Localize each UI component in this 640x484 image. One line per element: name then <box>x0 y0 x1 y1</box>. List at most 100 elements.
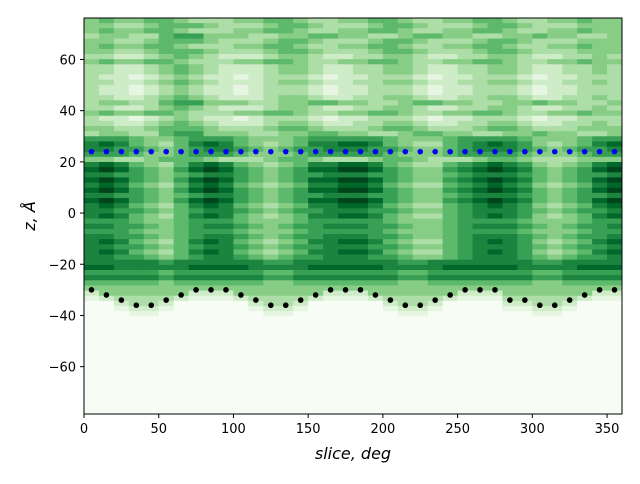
heatmap-cell <box>592 398 608 405</box>
heatmap-cell <box>278 326 294 333</box>
heatmap-cell <box>308 105 324 111</box>
heatmap-cell <box>323 362 339 369</box>
heatmap-cell <box>218 100 234 106</box>
heatmap-cell <box>487 331 503 338</box>
heatmap-cell <box>263 213 279 219</box>
heatmap-cell <box>353 234 369 240</box>
heatmap-cell <box>517 213 533 219</box>
heatmap-cell <box>308 141 324 147</box>
heatmap-cell <box>323 126 339 132</box>
heatmap-cell <box>158 259 175 266</box>
heatmap-cell <box>353 342 369 348</box>
heatmap-cell <box>442 115 459 122</box>
heatmap-cell <box>113 213 130 219</box>
heatmap-cell <box>472 172 488 178</box>
heatmap-cell <box>547 120 563 127</box>
heatmap-cell <box>188 105 204 111</box>
heatmap-cell <box>188 182 204 189</box>
heatmap-cell <box>577 264 593 271</box>
black-point <box>462 287 468 293</box>
heatmap-cell <box>248 249 264 255</box>
heatmap-cell <box>143 177 160 183</box>
heatmap-cell <box>173 357 190 363</box>
heatmap-cell <box>158 198 175 204</box>
heatmap-cell <box>248 126 264 132</box>
heatmap-cell <box>562 208 578 214</box>
heatmap-cell <box>158 213 175 219</box>
heatmap-cell <box>188 95 204 101</box>
heatmap-cell <box>547 64 563 70</box>
heatmap-cell <box>442 264 459 271</box>
heatmap-cell <box>517 347 533 353</box>
heatmap-cell <box>397 285 414 291</box>
heatmap-cell <box>84 74 100 81</box>
heatmap-cell <box>562 362 578 369</box>
heatmap-cell <box>367 48 384 55</box>
heatmap-cell <box>203 306 219 312</box>
heatmap-cell <box>427 306 444 312</box>
heatmap-cell <box>218 300 234 307</box>
heatmap-cell <box>397 326 414 333</box>
heatmap-cell <box>173 408 190 415</box>
heatmap-cell <box>323 33 339 39</box>
heatmap-cell <box>562 249 578 255</box>
heatmap-cell <box>128 84 145 91</box>
y-tick-label: −60 <box>49 361 76 376</box>
heatmap-cell <box>607 59 623 65</box>
heatmap-cell <box>532 64 548 70</box>
heatmap-cell <box>173 295 190 302</box>
heatmap-cell <box>547 59 563 65</box>
heatmap-cell <box>218 187 234 194</box>
heatmap-cell <box>517 249 533 255</box>
heatmap-cell <box>143 316 160 322</box>
heatmap-cell <box>412 136 429 142</box>
heatmap-cell <box>203 172 219 178</box>
heatmap-cell <box>607 223 623 230</box>
heatmap-cell <box>502 393 518 399</box>
scatter-points <box>88 148 618 309</box>
heatmap-cell <box>532 90 548 96</box>
heatmap-cell <box>173 383 190 389</box>
heatmap-cell <box>427 259 444 266</box>
heatmap-cell <box>98 393 115 399</box>
heatmap-cell <box>113 234 130 240</box>
heatmap-cell <box>113 64 130 70</box>
heatmap-cell <box>412 249 429 255</box>
heatmap-cell <box>442 254 459 261</box>
heatmap-cell <box>248 367 264 374</box>
heatmap-cell <box>547 151 563 158</box>
heatmap-cell <box>577 115 593 122</box>
heatmap-cell <box>487 280 503 286</box>
heatmap-cell <box>592 64 608 70</box>
heatmap-cell <box>173 218 190 225</box>
heatmap-cell <box>323 192 339 199</box>
black-point <box>133 302 140 309</box>
heatmap-cell <box>382 285 399 291</box>
heatmap-cell <box>502 141 518 147</box>
heatmap-cell <box>84 182 100 189</box>
heatmap-cell <box>143 33 160 39</box>
heatmap-cell <box>577 105 593 111</box>
heatmap-cell <box>472 115 488 122</box>
heatmap-cell <box>203 362 219 369</box>
heatmap-cell <box>577 300 593 307</box>
heatmap-cell <box>353 95 369 101</box>
heatmap-cell <box>427 300 444 307</box>
heatmap-cell <box>547 244 563 250</box>
heatmap-cell <box>263 306 279 312</box>
heatmap-cell <box>517 316 533 322</box>
heatmap-cell <box>338 306 354 312</box>
heatmap-cell <box>547 172 563 178</box>
heatmap-cell <box>308 33 324 39</box>
heatmap-cell <box>143 249 160 255</box>
heatmap-cell <box>158 326 175 333</box>
heatmap-cell <box>128 228 145 235</box>
heatmap-cell <box>487 228 503 235</box>
heatmap-cell <box>308 218 324 225</box>
heatmap-cell <box>592 342 608 348</box>
heatmap-cell <box>128 120 145 127</box>
heatmap-cell <box>367 306 384 312</box>
heatmap-cell <box>113 182 130 189</box>
heatmap-cell <box>173 331 190 338</box>
heatmap-cell <box>532 259 548 266</box>
